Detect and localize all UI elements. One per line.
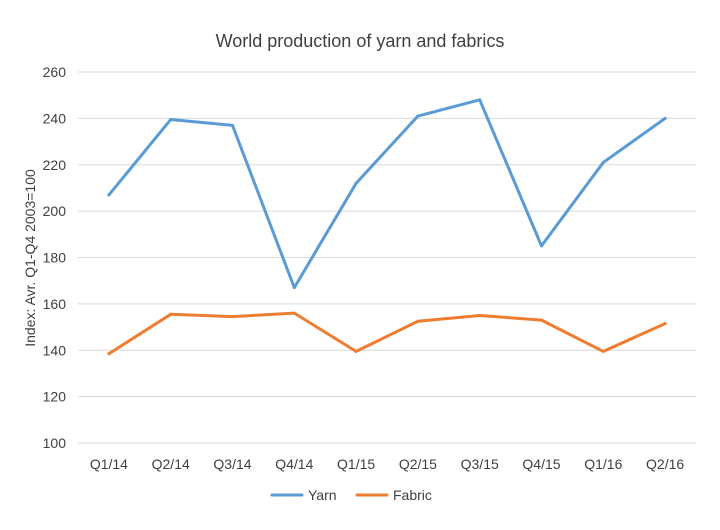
data-point-yarn xyxy=(354,181,358,185)
x-tick-label: Q3/14 xyxy=(213,456,251,472)
y-tick-label: 100 xyxy=(43,435,67,451)
series-yarn xyxy=(107,98,667,290)
legend-label: Yarn xyxy=(308,487,337,503)
y-axis-label: Index: Avr. Q1-Q4 2003=100 xyxy=(22,169,38,347)
series-lines xyxy=(107,98,667,356)
x-tick-label: Q1/16 xyxy=(584,456,622,472)
data-point-yarn xyxy=(107,193,111,197)
x-tick-label: Q3/15 xyxy=(461,456,499,472)
data-point-fabric xyxy=(663,322,667,326)
data-point-fabric xyxy=(416,319,420,323)
data-point-yarn xyxy=(169,118,173,122)
y-tick-label: 200 xyxy=(43,203,67,219)
x-tick-label: Q2/15 xyxy=(399,456,437,472)
y-axis-ticks: 100 120 140 160 180 200 220 240 260 xyxy=(43,64,67,451)
legend-label: Fabric xyxy=(393,487,432,503)
data-point-fabric xyxy=(231,315,234,319)
x-tick-label: Q1/15 xyxy=(337,456,375,472)
data-point-yarn xyxy=(540,244,543,248)
x-tick-label: Q1/14 xyxy=(90,456,128,472)
x-tick-label: Q2/14 xyxy=(152,456,190,472)
data-point-yarn xyxy=(478,98,482,102)
data-point-fabric xyxy=(107,352,111,356)
data-point-yarn xyxy=(292,286,296,290)
x-tick-label: Q4/15 xyxy=(522,456,560,472)
data-point-fabric xyxy=(601,349,605,353)
data-point-yarn xyxy=(416,114,420,118)
y-tick-label: 140 xyxy=(43,342,67,358)
y-tick-label: 120 xyxy=(43,389,67,405)
data-point-yarn xyxy=(601,160,605,164)
series-fabric xyxy=(107,311,667,356)
data-point-yarn xyxy=(663,116,667,120)
y-tick-label: 160 xyxy=(43,296,67,312)
chart-title: World production of yarn and fabrics xyxy=(216,31,505,51)
data-point-fabric xyxy=(540,318,543,322)
data-point-fabric xyxy=(478,313,482,317)
x-tick-label: Q2/16 xyxy=(646,456,684,472)
y-tick-label: 220 xyxy=(43,157,67,173)
gridlines xyxy=(78,71,696,444)
legend: Yarn Fabric xyxy=(270,487,432,503)
x-tick-label: Q4/14 xyxy=(275,456,313,472)
legend-item-fabric: Fabric xyxy=(355,487,432,503)
legend-item-yarn: Yarn xyxy=(270,487,337,503)
series-line-yarn xyxy=(107,98,667,290)
series-line-fabric xyxy=(107,311,667,356)
data-point-fabric xyxy=(292,311,296,315)
data-point-fabric xyxy=(354,349,358,353)
x-axis-ticks: Q1/14 Q2/14 Q3/14 Q4/14 Q1/15 Q2/15 Q3/15 Q4/15… xyxy=(90,456,685,472)
y-tick-label: 180 xyxy=(43,250,67,266)
y-tick-label: 260 xyxy=(43,64,67,80)
data-point-fabric xyxy=(169,312,173,316)
y-tick-label: 240 xyxy=(43,110,67,126)
data-point-yarn xyxy=(231,123,234,127)
